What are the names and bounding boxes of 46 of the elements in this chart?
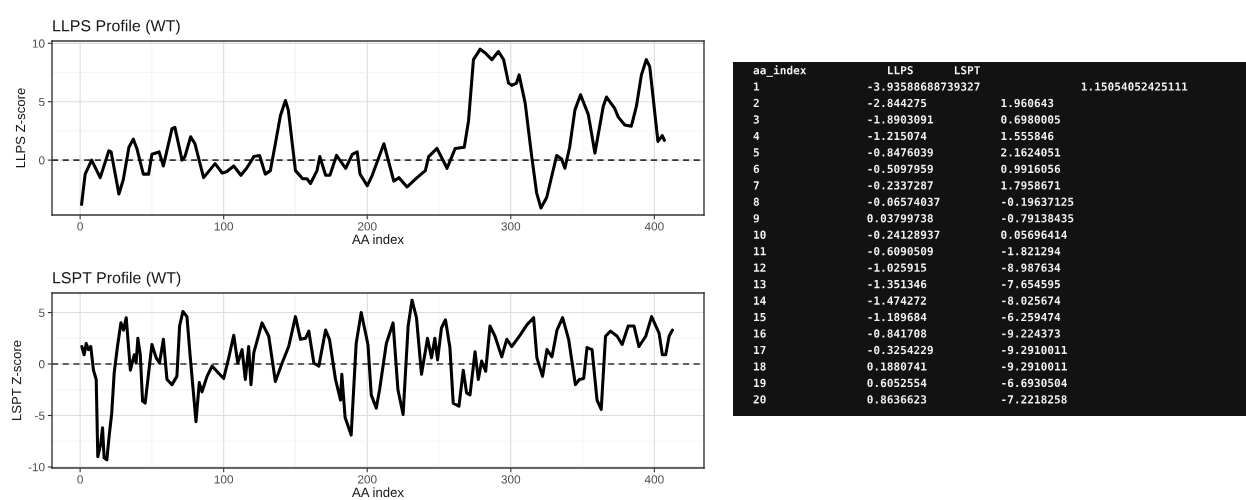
x-tick-label: 100 xyxy=(214,222,234,231)
text: 10 -0.24128937 0.05696414 xyxy=(754,230,1067,239)
text: 18 0.1880741 -9.2910011 xyxy=(754,362,1067,371)
y-tick-label: -10 xyxy=(28,463,45,472)
text: 11 -0.6090509 -1.821294 xyxy=(754,246,1061,256)
text: 12 -1.025915 -8.987634 xyxy=(754,263,1061,272)
text: 15 -1.189684 -6.259474 xyxy=(754,312,1061,322)
x-tick-label: 200 xyxy=(357,222,377,231)
y-axis-title: LSPT Z-score xyxy=(11,340,22,420)
y-tick-label: 0 xyxy=(38,360,45,369)
text: 13 -1.351346 -7.654595 xyxy=(754,279,1060,289)
text: 19 0.6052554 -6.6930504 xyxy=(754,378,1067,388)
y-tick-label: 0 xyxy=(38,156,45,165)
line-series xyxy=(80,298,674,462)
x-tick-label: 300 xyxy=(501,475,521,484)
x-tick-label: 100 xyxy=(214,475,234,484)
chart-title: LLPS Profile (WT) xyxy=(53,19,180,35)
y-tick-label: 10 xyxy=(32,39,45,48)
text: 5 -0.8476039 2.1624051 xyxy=(753,148,1061,157)
text: 16 -0.841708 -9.224373 xyxy=(754,329,1060,338)
text: 3 -1.8903091 0.6980005 xyxy=(753,115,1060,124)
text: 7 -0.2337287 1.7958671 xyxy=(753,181,1061,190)
text: 4 -1.215074 1.555846 xyxy=(753,131,1054,141)
x-tick-label: 300 xyxy=(501,222,521,231)
line-series xyxy=(80,47,666,210)
text: aa_index LLPS LSPT xyxy=(753,65,980,77)
y-axis-title: LLPS Z-score xyxy=(15,88,26,168)
x-axis-title: AA index xyxy=(351,234,404,245)
text: 9 0.03799738 -0.79138435 xyxy=(753,214,1074,223)
x-tick-label: 400 xyxy=(644,475,664,484)
text: 8 -0.06574037 -0.19637125 xyxy=(753,197,1074,207)
x-tick-label: 200 xyxy=(357,475,377,484)
y-tick-label: 5 xyxy=(38,308,45,317)
text: 20 0.8636623 -7.2218258 xyxy=(753,395,1067,404)
chart-title: LSPT Profile (WT) xyxy=(53,271,181,287)
text: 17 -0.3254229 -9.2910011 xyxy=(754,345,1067,355)
text: 2 -2.844275 1.960643 xyxy=(753,98,1054,108)
text: 6 -0.5097959 0.9916056 xyxy=(753,164,1061,174)
x-axis-title: AA index xyxy=(351,487,404,498)
y-tick-label: -5 xyxy=(35,411,45,420)
text: 1 -3.93588688739327 1.15054052425111 xyxy=(754,82,1188,91)
text: 14 -1.474272 -8.025674 xyxy=(754,296,1061,305)
x-tick-label: 400 xyxy=(644,222,664,231)
x-tick-label: 0 xyxy=(77,222,83,231)
y-tick-label: 5 xyxy=(38,97,45,107)
x-tick-label: 0 xyxy=(77,475,83,484)
